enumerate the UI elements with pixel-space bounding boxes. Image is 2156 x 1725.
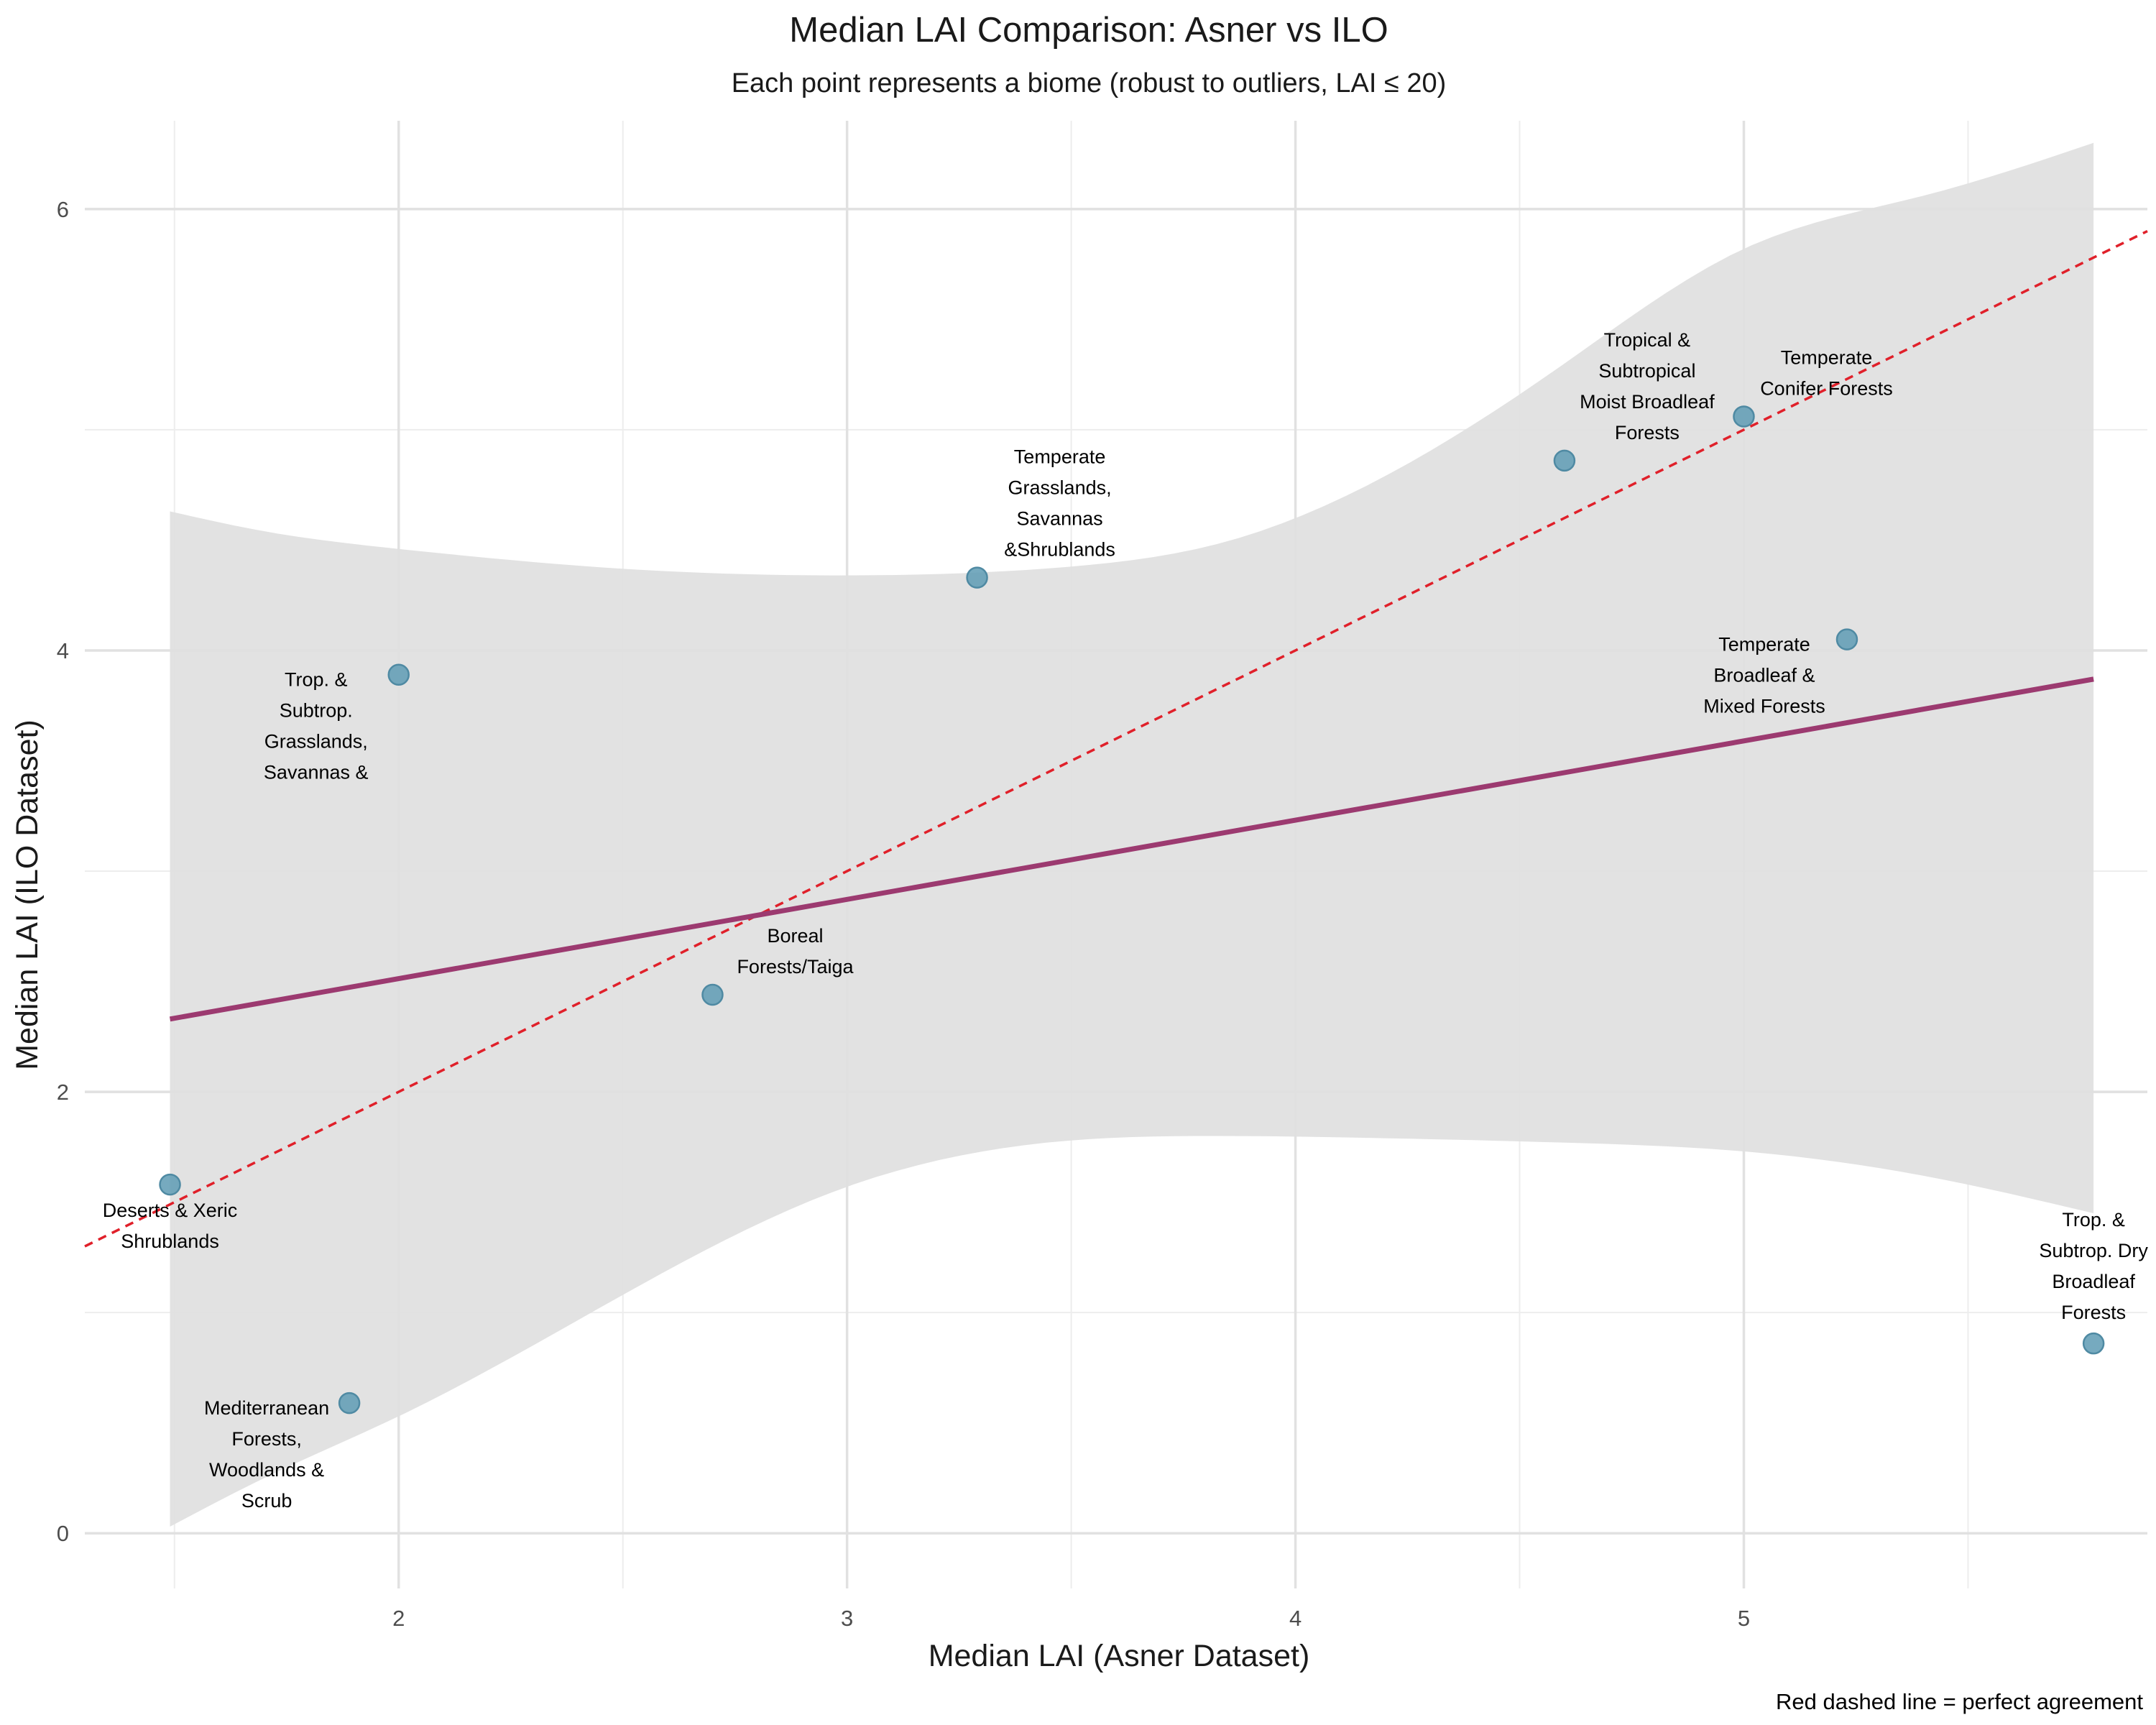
point-label: Tropical & Subtropical Moist Broadleaf Fore… (1580, 329, 1715, 443)
data-point (387, 663, 410, 686)
confidence-band-area (170, 142, 2094, 1527)
point-labels: Deserts & Xeric Shrublands Mediterranean Fo… (103, 329, 2149, 1512)
data-points (159, 405, 2105, 1414)
chart-subtitle: Each point represents a biome (robust to… (732, 68, 1447, 98)
x-tick-label: 4 (1289, 1606, 1302, 1631)
data-point (338, 1392, 361, 1414)
point-label-line: Shrublands (121, 1230, 219, 1252)
point-label-line: Mixed Forests (1703, 696, 1825, 717)
point-label-line: Subtropical (1598, 360, 1695, 382)
point-label-line: Forests/Taiga (737, 956, 854, 978)
point-label: Temperate Broadleaf & Mixed Forests (1703, 634, 1825, 717)
point-label-line: Woodlands & (209, 1459, 324, 1481)
y-tick-label: 4 (57, 638, 69, 663)
point-label: Trop. & Subtrop. Dry Broadleaf Forests (2039, 1209, 2148, 1323)
point-label-line: Forests, (231, 1428, 302, 1450)
point-label: Temperate Conifer Forests (1760, 346, 1893, 399)
y-axis-title: Median LAI (ILO Dataset) (10, 719, 45, 1070)
point-label-line: Mediterranean (204, 1397, 329, 1419)
data-point (159, 1173, 181, 1196)
point-label-line: Trop. & (285, 669, 348, 691)
reference-line-group (84, 229, 2148, 1248)
point-label-line: Savannas & (264, 762, 369, 783)
point-label-line: Tropical & (1604, 329, 1691, 351)
point-label: Deserts & Xeric Shrublands (103, 1200, 238, 1252)
point-label-line: Deserts & Xeric (103, 1200, 238, 1221)
x-axis-title: Median LAI (Asner Dataset) (929, 1639, 1310, 1673)
data-point (701, 983, 724, 1006)
data-point (966, 566, 988, 589)
data-point (1553, 449, 1576, 472)
data-point (1835, 628, 1858, 650)
x-tick-label: 5 (1738, 1606, 1750, 1631)
tick-labels: 2 3 4 5 0 2 4 6 (57, 197, 1750, 1631)
point-label-line: Grasslands, (264, 731, 368, 753)
point-label-line: Temperate (1718, 634, 1810, 656)
point-label-line: Broadleaf (2052, 1271, 2135, 1292)
point-label: Temperate Grasslands, Savannas &Shrublands (1004, 446, 1115, 561)
y-tick-label: 6 (57, 197, 69, 222)
point-label: Mediterranean Forests, Woodlands & Scrub (204, 1397, 329, 1512)
point-label-line: Broadleaf & (1713, 665, 1815, 686)
perfect-agreement-line (84, 229, 2148, 1248)
point-label-line: Moist Broadleaf (1580, 391, 1715, 413)
point-label-line: Scrub (241, 1490, 292, 1512)
point-label-line: Conifer Forests (1760, 377, 1893, 399)
point-label: Boreal Forests/Taiga (737, 925, 854, 978)
confidence-band (170, 142, 2094, 1527)
fit-line-group (169, 676, 2094, 1022)
point-label-line: Grasslands, (1008, 477, 1112, 499)
chart-title: Median LAI Comparison: Asner vs ILO (789, 11, 1388, 50)
chart-caption: Red dashed line = perfect agreement (1776, 1689, 2143, 1714)
data-point (2082, 1332, 2105, 1355)
point-label-line: Forests (1615, 422, 1680, 443)
regression-fit-line (169, 676, 2094, 1022)
x-tick-label: 2 (392, 1606, 405, 1631)
y-tick-label: 0 (57, 1521, 69, 1546)
point-label-line: Subtrop. Dry (2039, 1240, 2148, 1261)
y-tick-label: 2 (57, 1080, 69, 1105)
point-label: Trop. & Subtrop. Grasslands, Savannas & (264, 669, 369, 783)
point-label-line: Forests (2061, 1302, 2126, 1323)
point-label-line: Trop. & (2062, 1209, 2125, 1230)
point-label-line: Temperate (1781, 346, 1873, 368)
x-tick-label: 3 (841, 1606, 853, 1631)
point-label-line: Temperate (1014, 446, 1106, 468)
point-label-line: Boreal (767, 925, 823, 947)
point-label-line: &Shrublands (1004, 539, 1115, 561)
data-point (1733, 405, 1755, 428)
point-label-line: Subtrop. (280, 700, 353, 722)
point-label-line: Savannas (1017, 508, 1103, 530)
